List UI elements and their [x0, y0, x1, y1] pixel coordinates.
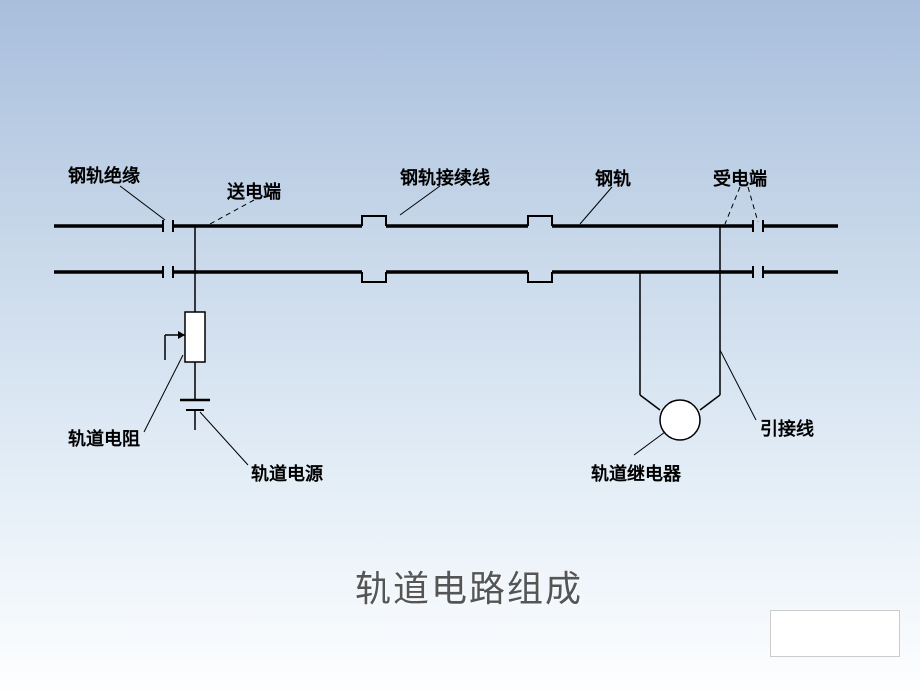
slide-title: 轨道电路组成	[355, 560, 583, 612]
label-receive-end: 受电端	[713, 165, 767, 191]
label-lead-wire: 引接线	[760, 415, 814, 441]
label-insulation: 钢轨绝缘	[68, 162, 140, 188]
label-track-relay: 轨道继电器	[591, 460, 681, 486]
label-rail: 钢轨	[595, 165, 631, 191]
slide: 钢轨绝缘 送电端 钢轨接续线 钢轨 受电端 轨道电阻 轨道电源 轨道继电器 引接…	[0, 0, 920, 690]
corner-box	[770, 610, 900, 657]
label-track-src: 轨道电源	[251, 460, 323, 486]
label-send-end: 送电端	[227, 178, 281, 204]
label-track-res: 轨道电阻	[68, 425, 140, 451]
label-rail-bond: 钢轨接续线	[400, 164, 490, 190]
